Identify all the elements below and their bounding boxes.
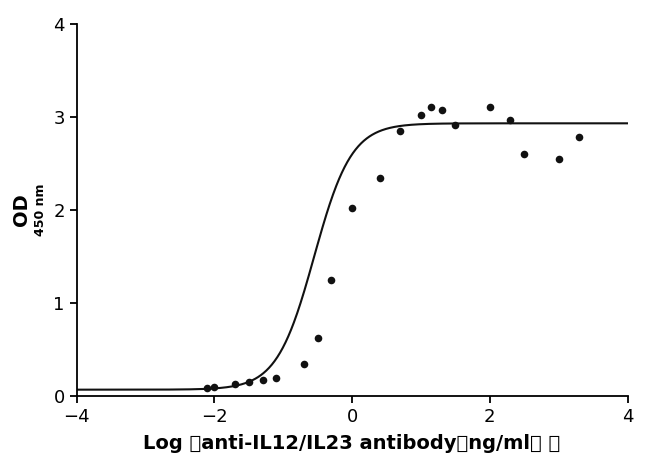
Point xyxy=(374,174,385,182)
Point xyxy=(257,376,268,384)
Point xyxy=(326,276,337,283)
Text: OD: OD xyxy=(12,194,31,227)
Point xyxy=(395,127,406,134)
Point xyxy=(519,150,530,158)
Point xyxy=(554,155,564,163)
X-axis label: Log （anti-IL12/IL23 antibody（ng/ml） ）: Log （anti-IL12/IL23 antibody（ng/ml） ） xyxy=(144,434,561,454)
Point xyxy=(209,383,220,391)
Point xyxy=(426,104,436,111)
Point xyxy=(574,133,584,141)
Point xyxy=(229,380,240,388)
Point xyxy=(347,204,358,212)
Point xyxy=(416,111,426,119)
Point xyxy=(485,104,495,111)
Point xyxy=(313,334,323,341)
Point xyxy=(244,378,254,386)
Text: 450 nm: 450 nm xyxy=(34,184,47,236)
Point xyxy=(271,374,281,381)
Point xyxy=(202,384,213,392)
Point xyxy=(436,107,447,114)
Point xyxy=(298,360,309,368)
Point xyxy=(450,121,461,129)
Point xyxy=(505,116,515,123)
